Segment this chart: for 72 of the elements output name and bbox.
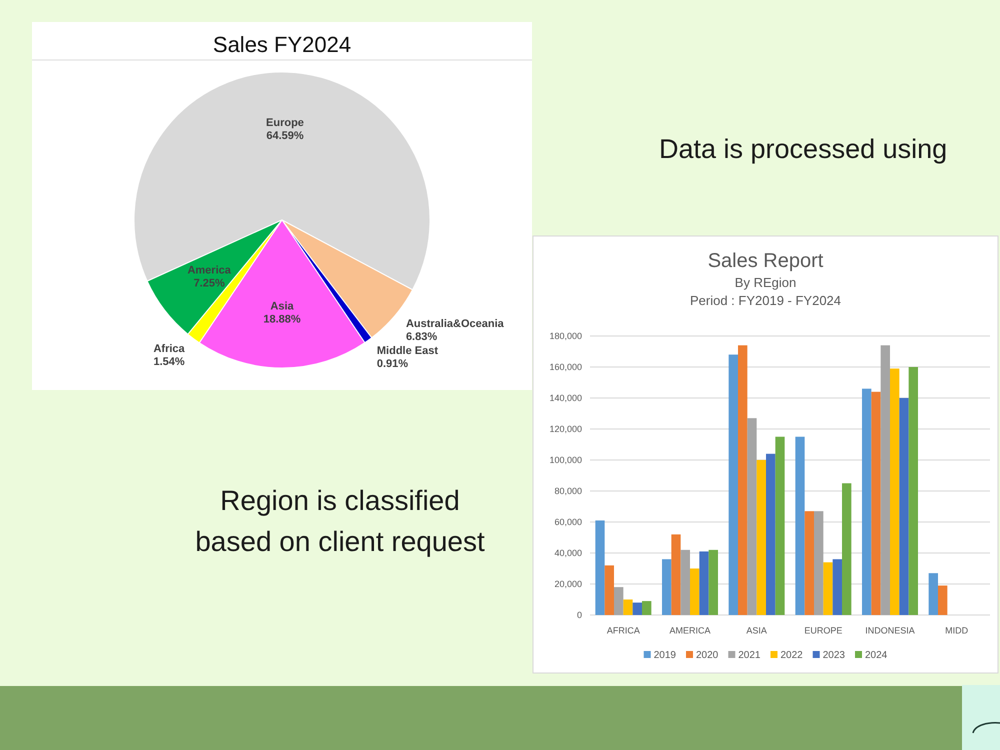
bar — [747, 418, 757, 615]
slice-label: Europe — [266, 116, 304, 129]
text: Data is processed using — [659, 134, 948, 164]
bar — [632, 602, 642, 615]
x-tick-label: AMERICA — [669, 625, 711, 636]
x-tick-label: ASIA — [746, 625, 767, 636]
y-tick-label: 40,000 — [554, 548, 582, 558]
bar — [832, 559, 842, 615]
x-tick-label: AFRICA — [606, 625, 640, 636]
y-tick-label: 60,000 — [554, 516, 582, 527]
y-tick-label: 180,000 — [549, 330, 582, 341]
bar — [842, 483, 852, 615]
legend-label: 2022 — [780, 650, 804, 661]
legend-label: 2021 — [738, 650, 761, 661]
y-tick-label: 80,000 — [554, 486, 582, 496]
slice-label: America — [187, 264, 232, 276]
data-label: 6.83% — [406, 331, 438, 344]
slice-label: Middle East — [376, 344, 438, 357]
bar — [823, 562, 833, 615]
bar — [708, 550, 718, 615]
bar — [738, 345, 748, 615]
text: Period : FY2019 - FY2024 — [690, 293, 842, 308]
slice-label: Africa — [153, 342, 186, 355]
bar — [814, 511, 824, 615]
bar — [804, 511, 814, 615]
bar — [871, 392, 881, 615]
bar — [775, 436, 785, 615]
bar — [642, 601, 652, 615]
bar — [604, 565, 614, 615]
bar — [614, 587, 624, 615]
bar — [766, 454, 776, 615]
legend-label: 2024 — [865, 650, 888, 661]
bar — [890, 368, 900, 615]
data-label: 0.91% — [376, 358, 408, 370]
bar — [880, 345, 890, 615]
bar — [928, 573, 938, 615]
chart-title: Sales FY2024 — [212, 32, 352, 57]
bar — [699, 551, 709, 615]
data-label: 18.88% — [263, 313, 301, 326]
slice-label: Asia — [270, 300, 295, 312]
legend-label: 2023 — [822, 650, 846, 661]
bar — [756, 460, 766, 615]
bar — [623, 600, 633, 615]
x-tick-label: MIDD — [945, 625, 969, 636]
y-tick-label: 100,000 — [549, 454, 582, 465]
chart-title: Sales Report — [708, 250, 824, 272]
y-tick-label: 0 — [576, 610, 582, 620]
text: Region is classified based on client request — [195, 485, 485, 557]
bar — [662, 559, 672, 615]
legend-label: 2020 — [696, 650, 719, 661]
bar — [680, 550, 690, 615]
y-tick-label: 160,000 — [549, 362, 582, 372]
y-tick-label: 140,000 — [549, 392, 582, 403]
data-label: 64.59% — [266, 130, 304, 142]
legend-label: 2019 — [654, 650, 676, 661]
bar — [908, 367, 918, 615]
bar — [728, 354, 738, 615]
bar — [671, 534, 681, 615]
bar — [938, 586, 948, 615]
bar — [690, 568, 700, 615]
x-tick-label: EUROPE — [804, 625, 842, 636]
chart-subtitle: By REgion — [734, 275, 796, 290]
bar — [899, 398, 909, 615]
bar — [862, 388, 872, 615]
data-label: 1.54% — [153, 356, 185, 368]
slice-label: Australia&Oceania — [406, 318, 505, 330]
y-tick-label: 20,000 — [554, 578, 582, 589]
y-tick-label: 120,000 — [549, 424, 582, 434]
x-tick-label: INDONESIA — [865, 625, 915, 636]
bar — [595, 520, 605, 615]
data-label: 7.25% — [194, 277, 225, 290]
bar — [795, 436, 805, 615]
